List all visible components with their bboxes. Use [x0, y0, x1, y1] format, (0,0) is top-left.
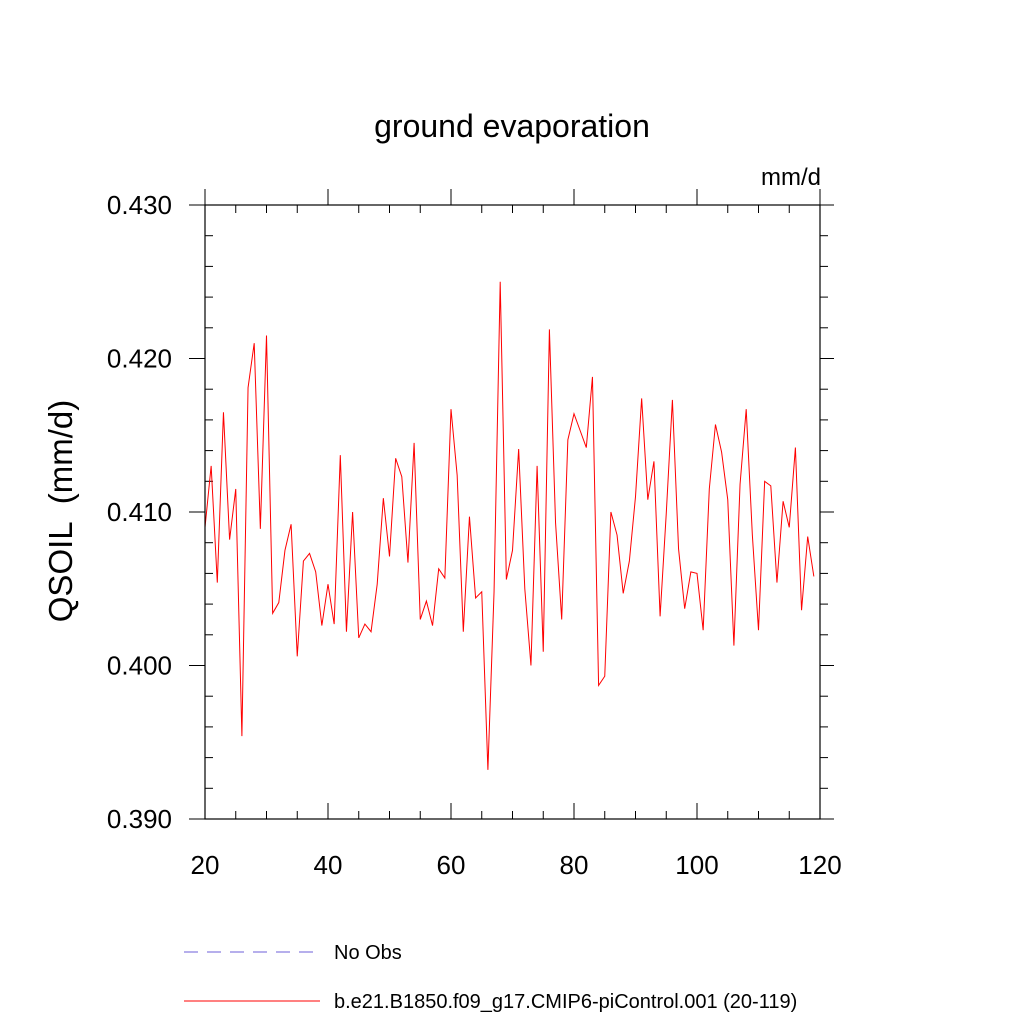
x-tick-label: 80 — [560, 850, 589, 880]
legend: No Obs b.e21.B1850.f09_g17.CMIP6-piContr… — [184, 942, 797, 1013]
y-axis-label: QSOIL (mm/d) — [42, 400, 79, 622]
plot-area — [204, 281, 815, 770]
y-tick-label: 0.390 — [107, 804, 172, 834]
x-tick-label: 40 — [314, 850, 343, 880]
chart-title: ground evaporation — [374, 108, 650, 144]
y-tick-label: 0.430 — [107, 190, 172, 220]
x-tick-label: 20 — [191, 850, 220, 880]
plot-frame — [204, 204, 821, 820]
x-tick-label: 60 — [437, 850, 466, 880]
x-tick-label: 100 — [675, 850, 718, 880]
legend-label-picontrol: b.e21.B1850.f09_g17.CMIP6-piControl.001 … — [334, 991, 797, 1013]
x-tick-label: 120 — [798, 850, 841, 880]
legend-label-no-obs: No Obs — [334, 942, 402, 964]
y-tick-label: 0.410 — [107, 497, 172, 527]
y-tick-label: 0.400 — [107, 651, 172, 681]
units-label: mm/d — [761, 164, 821, 191]
axis-tick-labels: 20 40 60 80 100 120 0.390 0.400 0.410 0.420 0.430 — [107, 190, 842, 880]
series-line-0 — [204, 281, 815, 770]
axis-ticks — [189, 189, 834, 820]
y-tick-label: 0.420 — [107, 344, 172, 374]
